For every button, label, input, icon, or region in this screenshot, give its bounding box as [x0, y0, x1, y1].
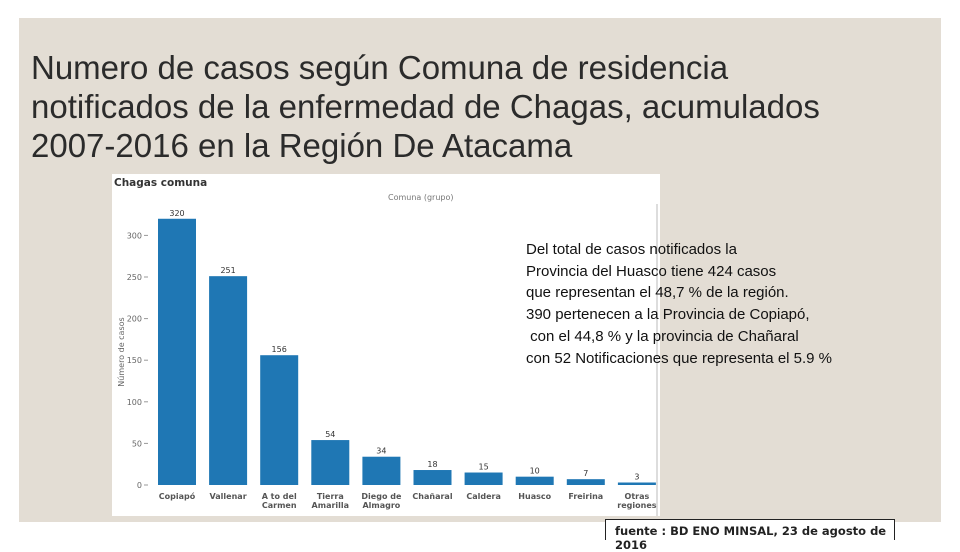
x-category-label: Tierra Amarilla: [312, 492, 350, 510]
bars: 320 Copiapó 251 Vallenar 156 A to del Carmen 54…: [158, 209, 657, 510]
bar: [566, 479, 605, 485]
x-category-label: Freirina: [568, 492, 603, 501]
bar: [209, 276, 248, 485]
y-tick-label: 250: [127, 273, 142, 282]
x-category-label: A to del Carmen: [262, 492, 297, 510]
y-axis: 0 50 100 150 200 250 300: [127, 231, 148, 490]
y-axis-label: Número de casos: [117, 317, 126, 386]
y-tick-label: 150: [127, 356, 142, 365]
x-category-label: Otras regiones: [617, 492, 656, 510]
bar: [158, 218, 196, 485]
x-category-label: Caldera: [466, 492, 501, 501]
bar: [362, 456, 401, 485]
slide-title: Numero de casos según Comuna de residenc…: [31, 49, 820, 164]
bar: [311, 440, 350, 485]
summary-note: Del total de casos notificados la Provin…: [526, 241, 833, 367]
chart-subtitle: Comuna (grupo): [388, 193, 454, 202]
x-category-label: Chañaral: [412, 492, 452, 501]
source-footer: fuente : BD ENO MINSAL, 23 de agosto de …: [605, 519, 895, 552]
bar-data-label: 251: [220, 266, 235, 275]
x-category-label: Copiapó: [159, 491, 196, 501]
bar-data-label: 10: [530, 467, 540, 476]
y-tick-label: 300: [127, 231, 142, 240]
y-tick-label: 0: [137, 481, 142, 490]
bar: [260, 355, 299, 485]
slide-background: Numero de casos según Comuna de residenc…: [19, 18, 941, 522]
bar-data-label: 320: [169, 209, 184, 218]
bar-data-label: 156: [272, 345, 287, 354]
bar: [413, 470, 452, 485]
bar-data-label: 7: [583, 469, 588, 478]
bar-data-label: 18: [427, 460, 437, 469]
chart-panel: Chagas comuna Comuna (grupo) Número de c…: [112, 174, 660, 516]
bar-chart: Chagas comuna Comuna (grupo) Número de c…: [114, 177, 658, 516]
bar-data-label: 3: [634, 473, 639, 482]
x-category-label: Diego de Almagro: [361, 492, 402, 510]
bar-data-label: 15: [479, 463, 489, 472]
chart-title: Chagas comuna: [114, 177, 207, 189]
bar-data-label: 34: [376, 447, 386, 456]
x-category-label: Vallenar: [210, 492, 247, 501]
y-tick-label: 50: [132, 439, 142, 448]
bar: [464, 472, 503, 485]
bar-data-label: 54: [325, 430, 335, 439]
y-tick-label: 200: [127, 315, 142, 324]
bar: [617, 482, 656, 485]
bar: [515, 476, 554, 485]
x-category-label: Huasco: [518, 492, 551, 501]
y-tick-label: 100: [127, 398, 142, 407]
